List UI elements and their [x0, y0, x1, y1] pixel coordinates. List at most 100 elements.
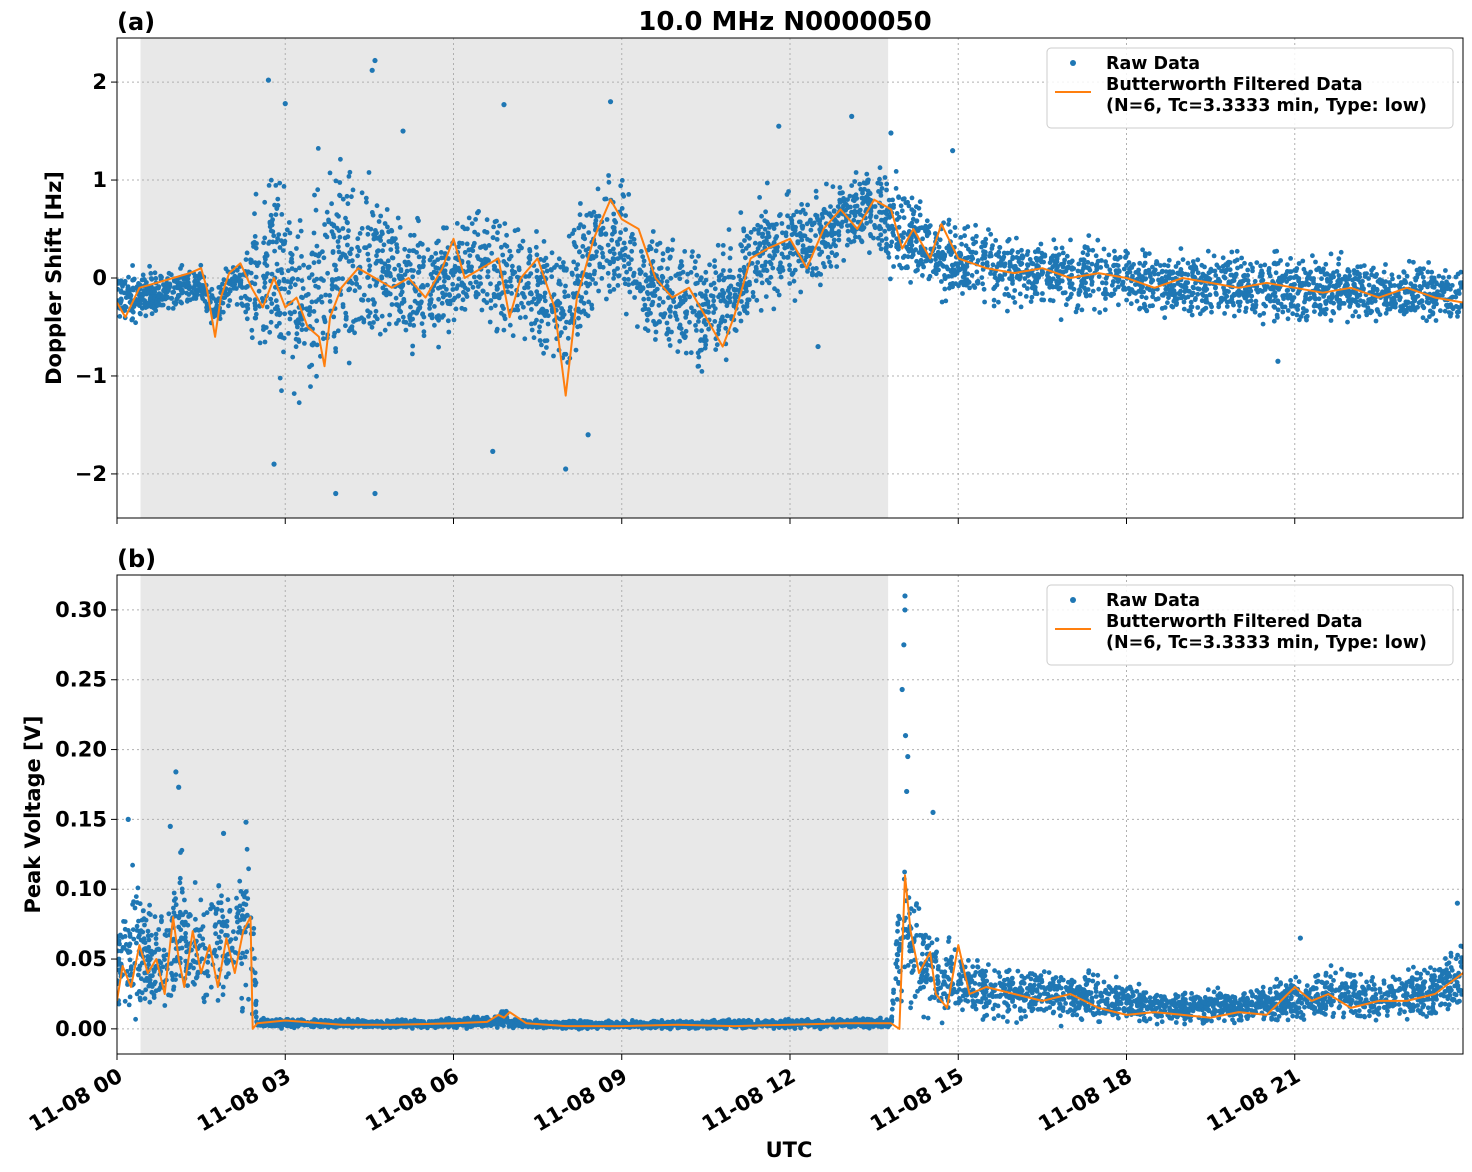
raw-data-point: [349, 194, 354, 200]
raw-data-point: [201, 284, 207, 290]
raw-data-point: [1065, 296, 1071, 302]
raw-data-point: [121, 290, 127, 296]
raw-data-point: [372, 57, 378, 64]
raw-data-point: [139, 295, 144, 301]
raw-data-point: [1140, 247, 1145, 253]
raw-data-point: [1012, 266, 1017, 271]
raw-data-point: [356, 316, 362, 322]
raw-data-point: [746, 243, 752, 249]
raw-data-point: [191, 965, 196, 971]
raw-data-point: [797, 231, 803, 236]
raw-data-point: [1268, 298, 1273, 304]
raw-data-point: [974, 233, 979, 239]
raw-data-point: [800, 223, 806, 229]
raw-data-point: [1458, 280, 1463, 286]
raw-data-point: [1232, 313, 1237, 319]
raw-data-point: [852, 179, 858, 184]
raw-data-point: [527, 247, 532, 252]
raw-data-point: [993, 238, 999, 243]
raw-data-point: [1086, 247, 1092, 253]
raw-data-point: [883, 248, 889, 254]
raw-data-point: [884, 181, 890, 187]
raw-data-point: [785, 213, 790, 219]
raw-data-point: [139, 277, 145, 283]
raw-data-point: [483, 245, 489, 251]
raw-data-point: [1189, 312, 1195, 318]
raw-data-point: [402, 246, 408, 252]
raw-data-point: [939, 299, 945, 305]
raw-data-point: [1050, 298, 1056, 304]
raw-data-point: [909, 195, 915, 201]
raw-data-point: [1336, 256, 1342, 262]
raw-data-point: [1060, 250, 1066, 256]
raw-data-point: [367, 243, 372, 249]
raw-data-point: [438, 250, 444, 255]
raw-data-point: [1232, 274, 1238, 280]
raw-data-point: [507, 322, 513, 328]
raw-data-point: [712, 258, 717, 264]
raw-data-point: [189, 289, 195, 295]
raw-data-point: [1214, 262, 1220, 268]
raw-data-point: [667, 343, 673, 348]
raw-data-point: [517, 315, 523, 321]
raw-data-point: [1103, 259, 1108, 265]
raw-data-point: [197, 282, 203, 288]
raw-data-point: [1201, 287, 1207, 292]
raw-data-point: [862, 186, 867, 192]
raw-data-point: [1328, 318, 1334, 323]
raw-data-point: [1448, 302, 1454, 308]
raw-data-point: [144, 280, 149, 285]
raw-data-point: [801, 233, 807, 239]
raw-data-point: [1053, 284, 1059, 290]
raw-data-point: [723, 325, 729, 331]
raw-data-point: [1236, 281, 1242, 287]
raw-data-point: [1430, 311, 1436, 316]
raw-data-point: [421, 329, 427, 335]
raw-data-point: [1096, 286, 1102, 292]
raw-data-point: [742, 238, 747, 243]
raw-data-point: [764, 277, 770, 283]
raw-data-point: [927, 223, 933, 229]
raw-data-point: [1414, 267, 1420, 273]
raw-data-point: [527, 257, 533, 262]
raw-data-point: [1237, 299, 1243, 305]
raw-data-point: [750, 290, 756, 295]
raw-data-point: [731, 286, 737, 292]
raw-data-point: [171, 905, 176, 911]
raw-data-point: [539, 318, 544, 324]
raw-data-point: [692, 265, 698, 271]
raw-data-point: [332, 262, 337, 268]
raw-data-point: [920, 251, 926, 257]
raw-data-point: [327, 299, 333, 304]
raw-data-point: [118, 281, 124, 286]
raw-data-point: [320, 330, 326, 336]
raw-data-point: [550, 309, 555, 315]
raw-data-point: [240, 303, 246, 308]
raw-data-point: [1436, 273, 1442, 279]
raw-data-point: [883, 236, 889, 242]
raw-data-point: [1439, 280, 1445, 286]
raw-data-point: [853, 170, 859, 175]
raw-data-point: [334, 212, 340, 218]
raw-data-point: [970, 236, 976, 242]
raw-data-point: [149, 311, 155, 317]
raw-data-point: [355, 253, 360, 259]
raw-data-point: [920, 236, 925, 242]
raw-data-point: [622, 276, 627, 282]
raw-data-point: [1028, 299, 1034, 304]
raw-data-point: [340, 304, 346, 310]
raw-data-point: [1444, 279, 1449, 285]
raw-data-point: [359, 190, 365, 196]
raw-data-point: [1180, 257, 1186, 262]
raw-data-point: [696, 354, 702, 360]
raw-data-point: [1187, 289, 1192, 294]
raw-data-point: [637, 283, 643, 289]
raw-data-point: [463, 269, 469, 275]
raw-data-point: [371, 232, 376, 238]
raw-data-point: [1174, 300, 1179, 306]
raw-data-point: [556, 256, 562, 262]
raw-data-point: [1213, 273, 1219, 278]
raw-data-point: [563, 351, 569, 357]
raw-data-point: [256, 288, 262, 294]
raw-data-point: [288, 284, 293, 290]
